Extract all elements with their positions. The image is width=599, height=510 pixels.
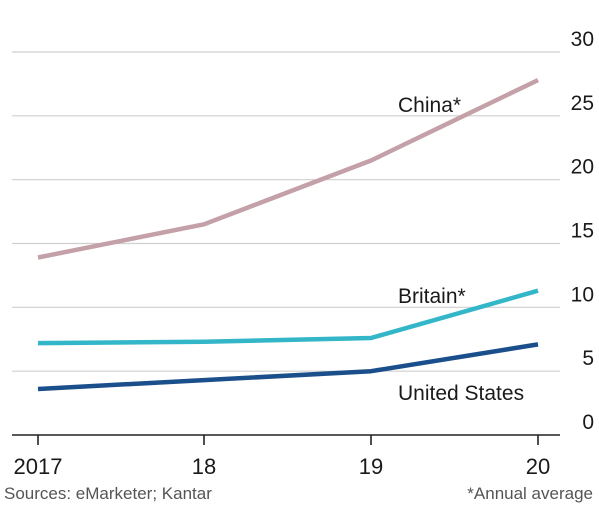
series-lines	[37, 78, 539, 392]
y-tick-label-15: 15	[571, 220, 594, 243]
y-tick-label-10: 10	[571, 283, 594, 306]
series-label-britain: Britain*	[398, 285, 466, 308]
series-label-united-states: United States	[398, 382, 524, 405]
y-tick-label-5: 5	[582, 347, 594, 370]
y-tick-label-25: 25	[571, 92, 594, 115]
chart-svg: 0 5 10 15 20 25 30 China* Britain* United States…	[12, 28, 594, 479]
series-line-china	[37, 78, 539, 260]
series-line-united-states	[37, 342, 539, 392]
gridlines	[12, 51, 560, 372]
series-label-china: China*	[398, 94, 461, 117]
x-tick-label-20: 20	[526, 454, 550, 479]
series-line-britain	[37, 288, 539, 346]
x-tick-label-2017: 2017	[14, 454, 63, 479]
source-note: Sources: eMarketer; Kantar	[4, 484, 212, 503]
y-tick-label-20: 20	[571, 156, 594, 179]
x-axis: 2017 18 19 20	[12, 434, 560, 479]
x-tick-label-19: 19	[359, 454, 383, 479]
x-tick-label-18: 18	[192, 454, 216, 479]
annual-average-note: *Annual average	[467, 484, 593, 503]
series-labels: China* Britain* United States	[398, 94, 524, 405]
y-tick-label-0: 0	[582, 411, 594, 434]
y-tick-labels: 0 5 10 15 20 25 30	[571, 28, 594, 434]
y-tick-label-30: 30	[571, 28, 594, 51]
